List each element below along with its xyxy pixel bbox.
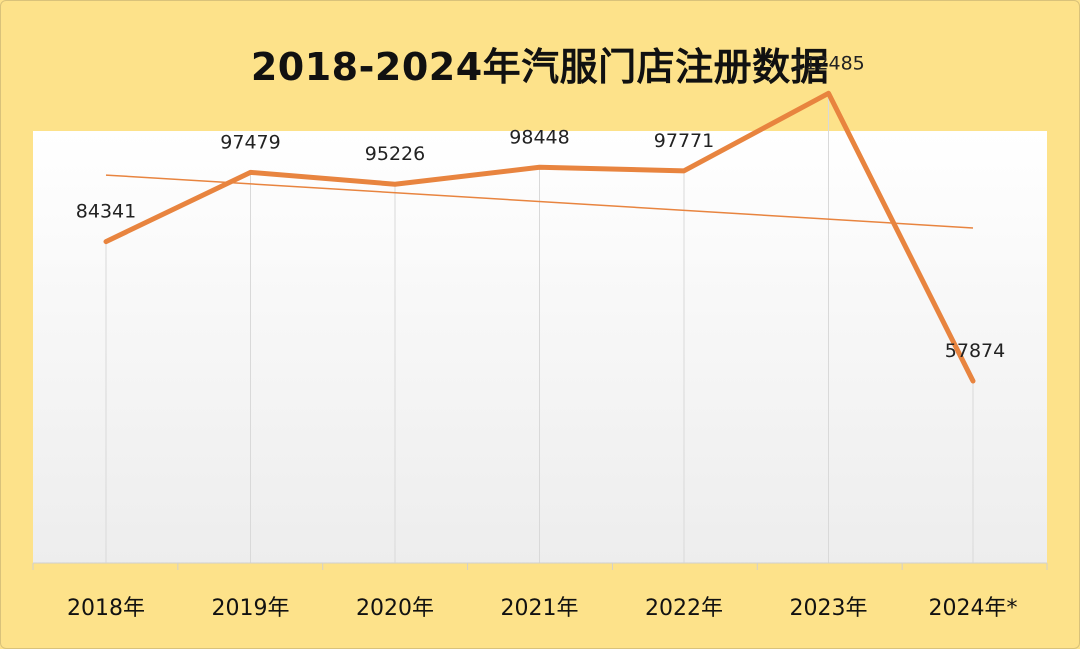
series-line xyxy=(103,90,976,384)
x-tick-label-6: 2024年* xyxy=(929,596,1018,621)
x-tick-label-4: 2022年 xyxy=(645,596,723,621)
data-label-2: 95226 xyxy=(365,143,425,165)
x-tick-label-5: 2023年 xyxy=(790,596,868,621)
chart-title: 2018-2024年汽服门店注册数据 xyxy=(250,45,830,89)
data-label-5: 112485 xyxy=(792,52,865,74)
data-label-0: 84341 xyxy=(76,201,136,223)
x-tick-label-3: 2021年 xyxy=(501,596,579,621)
data-label-3: 98448 xyxy=(509,126,569,148)
x-tick-label-0: 2018年 xyxy=(67,596,145,621)
trend-line xyxy=(105,174,974,229)
data-label-1: 97479 xyxy=(220,131,280,153)
data-label-6: 57874 xyxy=(945,340,1005,362)
x-tick-label-2: 2020年 xyxy=(356,596,434,621)
x-tick-label-1: 2019年 xyxy=(212,596,290,621)
data-label-4: 97771 xyxy=(654,130,714,152)
